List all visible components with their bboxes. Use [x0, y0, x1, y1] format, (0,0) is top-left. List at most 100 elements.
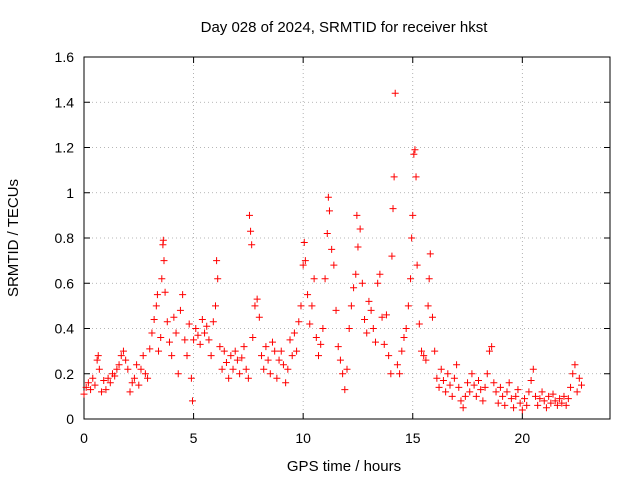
data-point: [284, 365, 292, 373]
y-tick-label: 0.2: [55, 366, 75, 382]
data-point: [353, 211, 361, 219]
data-point: [435, 383, 443, 391]
data-point: [558, 399, 566, 407]
data-point: [345, 325, 353, 332]
data-point: [84, 379, 92, 387]
data-point: [222, 358, 230, 366]
data-point: [439, 377, 447, 385]
data-point: [168, 352, 176, 360]
data-point: [442, 388, 450, 396]
data-point: [277, 347, 285, 355]
data-point: [448, 392, 456, 400]
data-point: [82, 383, 90, 391]
data-point: [286, 336, 294, 344]
data-point: [400, 334, 408, 342]
data-point: [525, 388, 533, 396]
data-point: [242, 365, 250, 373]
data-point: [144, 374, 152, 382]
data-point: [308, 302, 316, 310]
data-point: [115, 361, 123, 369]
data-point: [376, 270, 384, 278]
data-point: [409, 211, 417, 219]
data-point: [521, 395, 529, 403]
data-point: [113, 365, 121, 373]
data-point: [201, 329, 209, 337]
data-point: [339, 370, 347, 378]
data-point: [282, 379, 290, 387]
data-point: [212, 302, 219, 310]
data-point: [483, 370, 491, 378]
data-point: [227, 352, 235, 360]
data-point: [91, 381, 99, 389]
data-point: [402, 325, 410, 332]
data-point: [428, 313, 436, 321]
data-point: [468, 370, 476, 378]
data-point: [488, 343, 496, 351]
data-point: [128, 379, 136, 387]
data-point: [503, 388, 511, 396]
data-point: [415, 320, 423, 328]
data-point: [547, 399, 555, 407]
data-point: [578, 381, 586, 389]
data-point: [126, 388, 134, 396]
chart-title: Day 028 of 2024, SRMTID for receiver hks…: [201, 19, 489, 36]
data-point: [317, 340, 325, 348]
data-point: [412, 173, 420, 181]
data-point: [382, 311, 390, 319]
data-point: [374, 279, 382, 287]
data-point: [95, 365, 103, 373]
data-point: [247, 227, 255, 235]
data-point: [501, 401, 509, 409]
data-point: [479, 397, 487, 405]
data-point: [424, 302, 432, 310]
data-point: [573, 388, 581, 396]
data-point: [492, 388, 500, 396]
data-point: [336, 356, 344, 364]
data-point: [161, 288, 169, 296]
data-point: [100, 377, 108, 385]
data-point: [371, 338, 379, 346]
data-point: [137, 365, 145, 373]
y-tick-label: 1: [66, 185, 74, 201]
data-point: [523, 401, 531, 409]
data-point: [207, 352, 215, 360]
data-point: [245, 211, 253, 219]
data-point: [536, 395, 544, 403]
data-point: [551, 397, 559, 405]
y-tick-label: 1.6: [55, 49, 75, 65]
x-tick-label: 15: [405, 430, 421, 446]
data-point: [328, 245, 336, 253]
data-point: [459, 404, 467, 412]
data-point: [398, 347, 406, 355]
data-point: [216, 343, 224, 351]
data-point: [410, 150, 418, 158]
data-point: [457, 397, 465, 405]
x-tick-label: 10: [295, 430, 311, 446]
data-point: [153, 291, 161, 299]
data-point: [385, 352, 393, 360]
data-point: [475, 377, 482, 385]
data-point: [209, 318, 217, 326]
data-point: [288, 352, 296, 360]
data-point: [295, 318, 303, 326]
data-point: [187, 374, 195, 382]
data-point: [411, 146, 419, 154]
data-point: [312, 334, 320, 342]
data-point: [496, 383, 504, 391]
data-point: [194, 331, 202, 339]
data-point: [229, 365, 237, 373]
data-point: [104, 374, 112, 382]
data-point: [231, 347, 239, 355]
data-point: [119, 347, 127, 355]
data-point: [363, 329, 371, 337]
data-point: [185, 320, 193, 328]
data-point: [354, 243, 362, 251]
data-point: [549, 390, 557, 398]
y-tick-label: 0.6: [55, 275, 75, 291]
data-point: [507, 395, 515, 403]
data-point: [297, 302, 305, 310]
y-tick-label: 0.4: [55, 321, 75, 337]
data-point: [485, 347, 493, 355]
data-point: [190, 336, 198, 344]
